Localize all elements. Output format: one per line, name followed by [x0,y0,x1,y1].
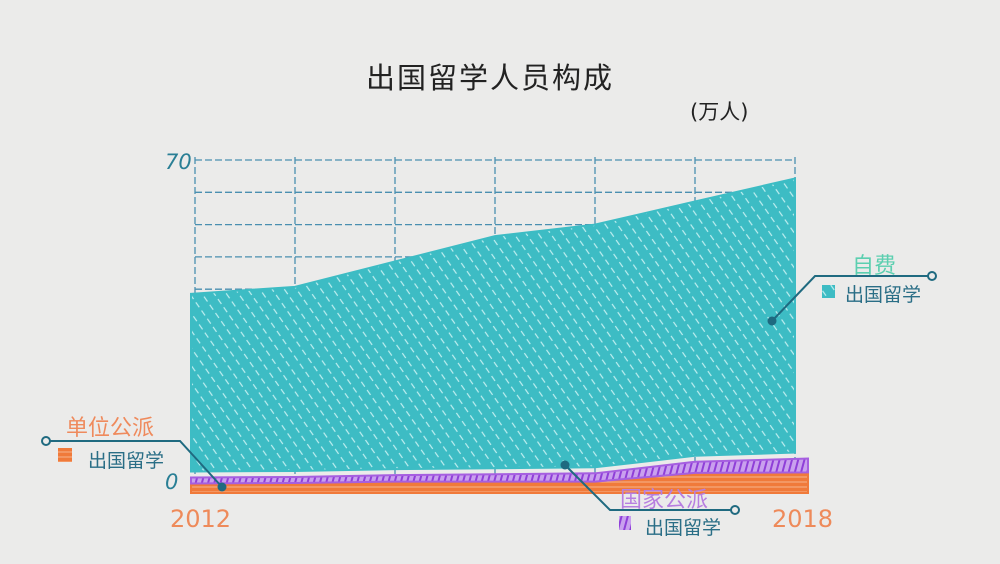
areas [190,177,809,494]
self-leader-line [771,275,928,322]
state-leader-line [564,464,731,511]
unit-legend-sub: 出国留学 [88,450,165,472]
x-tick-2012: 2012 [170,505,232,533]
y-tick-70: 70 [165,150,192,174]
self-legend-swatch [822,285,835,298]
self-legend-sub: 出国留学 [845,284,922,306]
y-tick-0: 0 [165,470,179,494]
leader-lines [41,271,937,515]
self-leader-end [927,271,937,281]
state-legend-sub: 出国留学 [645,517,722,539]
unit-leader-end [217,482,227,492]
state-legend-name: 国家公派 [620,488,709,513]
self-leader-end [767,316,777,326]
unit-leader-end [41,436,51,446]
state-leader-end [730,505,740,515]
area-state [190,457,809,485]
unit-legend-swatch [58,448,72,462]
unit-legend-name: 单位公派 [66,416,155,441]
unit-label: (万人) [690,100,749,124]
self-legend-name: 自费 [852,254,897,279]
area-self [190,177,796,473]
state-leader-end [560,460,570,470]
state-legend-swatch [619,516,631,530]
chart-title: 出国留学人员构成 [365,61,614,95]
unit-leader-line [50,440,223,488]
x-tick-2018: 2018 [772,505,834,533]
